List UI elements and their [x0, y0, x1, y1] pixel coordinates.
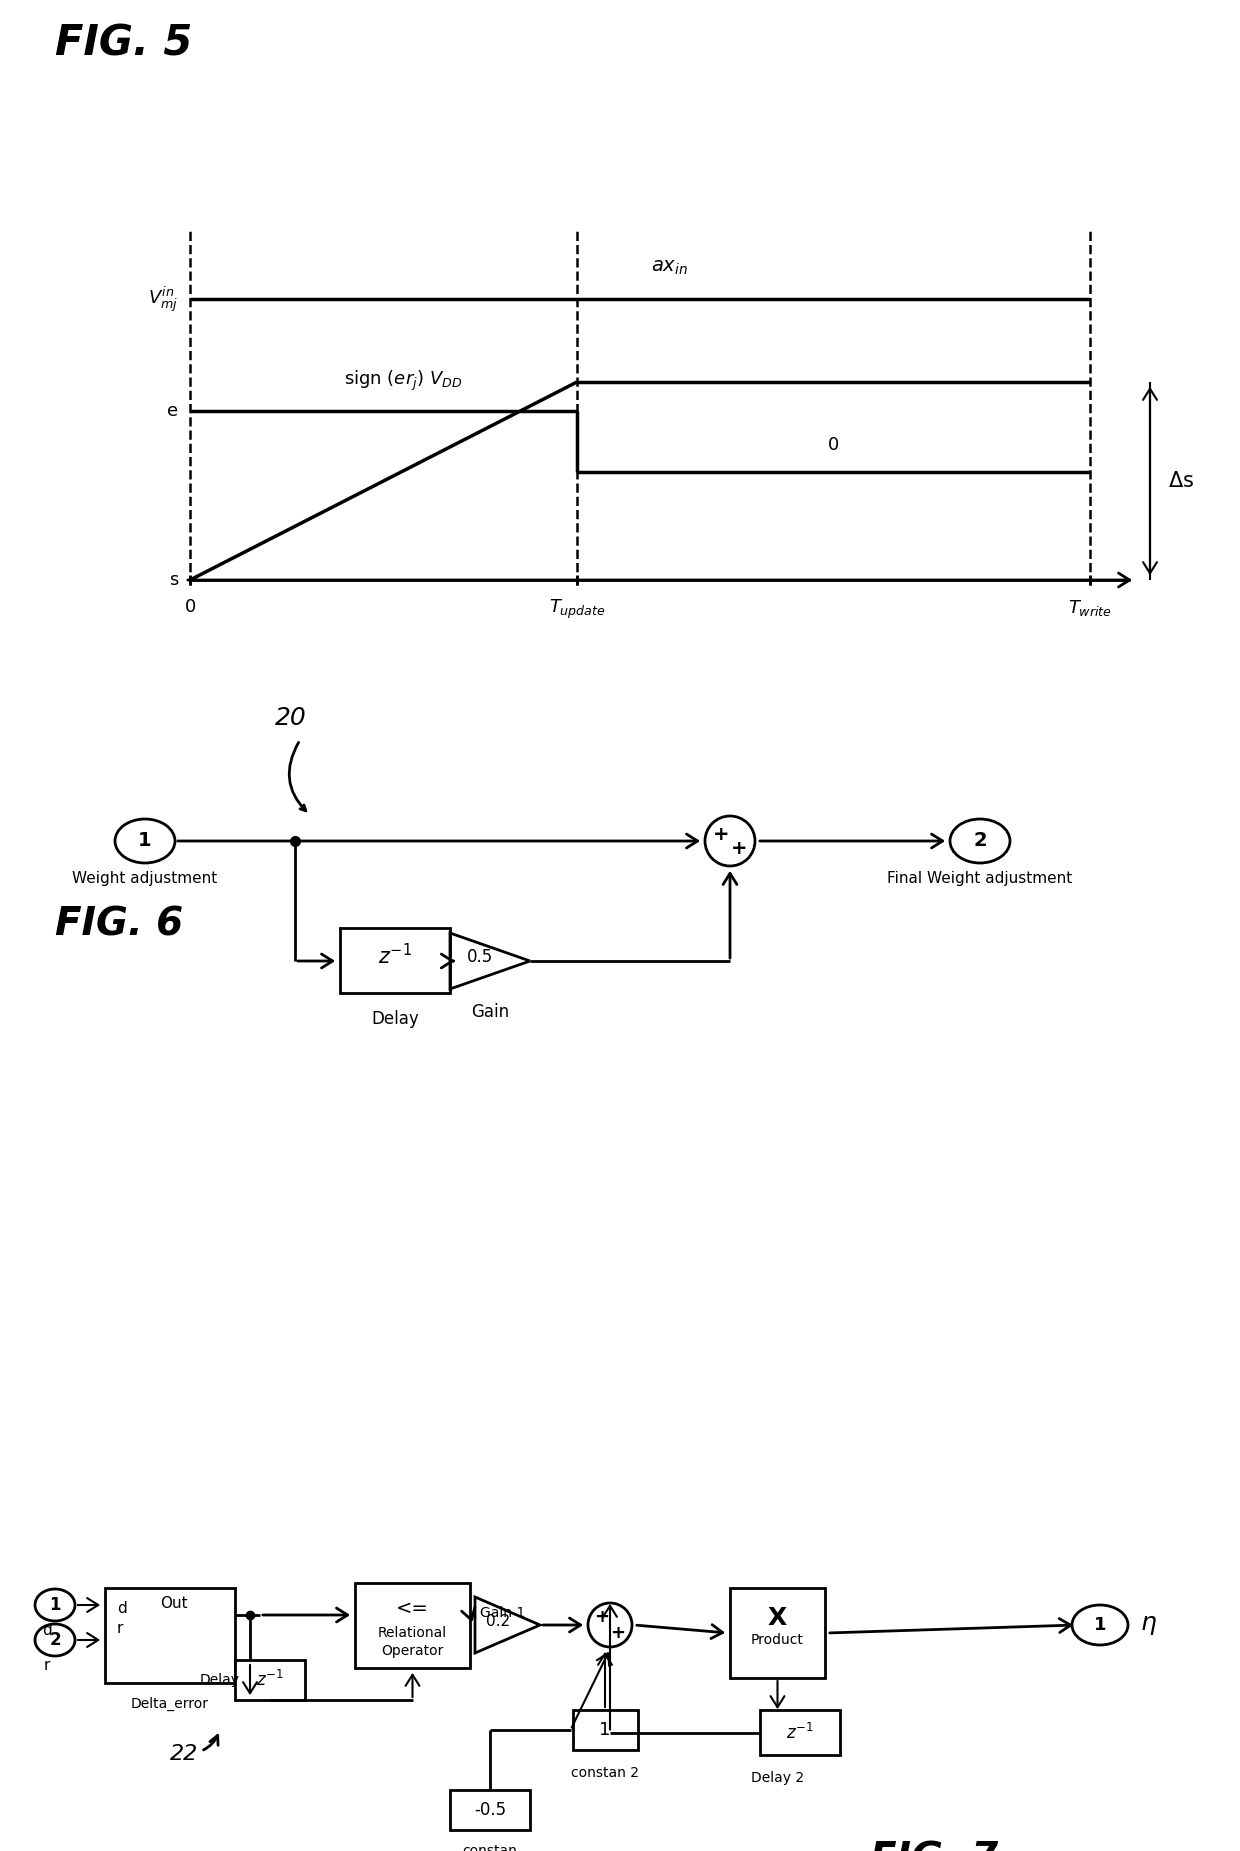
Text: 0.2: 0.2 — [486, 1614, 510, 1629]
Bar — [236, 1660, 305, 1699]
Text: $T_{write}$: $T_{write}$ — [1068, 598, 1112, 618]
Text: Gain: Gain — [471, 1003, 510, 1022]
Bar — [760, 1710, 839, 1755]
Text: $\Delta$s: $\Delta$s — [1168, 470, 1194, 491]
Text: 0: 0 — [828, 437, 839, 453]
Text: Operator: Operator — [382, 1644, 444, 1658]
Text: r: r — [43, 1658, 50, 1673]
Text: 20: 20 — [275, 705, 306, 729]
Text: 1: 1 — [50, 1596, 61, 1614]
Text: FIG. 6: FIG. 6 — [55, 905, 184, 944]
Text: $z^{-1}$: $z^{-1}$ — [378, 944, 412, 968]
Text: Delta_error: Delta_error — [131, 1697, 210, 1710]
Bar — [573, 1710, 637, 1749]
Text: Out: Out — [160, 1596, 187, 1610]
Bar — [105, 1588, 236, 1683]
Text: constan 2: constan 2 — [570, 1766, 639, 1781]
Text: +: + — [610, 1623, 625, 1642]
Text: 1: 1 — [1094, 1616, 1106, 1634]
Text: 1: 1 — [599, 1721, 610, 1738]
Text: r: r — [117, 1620, 123, 1636]
Bar — [450, 1790, 529, 1831]
Text: FIG. 5: FIG. 5 — [55, 22, 192, 65]
Text: 0.5: 0.5 — [467, 948, 494, 966]
Text: Final Weight adjustment: Final Weight adjustment — [888, 872, 1073, 887]
Text: Product: Product — [751, 1633, 804, 1647]
Text: +: + — [730, 839, 748, 857]
Text: +: + — [713, 824, 729, 844]
Text: Delay 2: Delay 2 — [751, 1771, 804, 1784]
Text: s: s — [169, 570, 179, 589]
Text: 22: 22 — [170, 1736, 218, 1764]
Text: $\eta$: $\eta$ — [1140, 1612, 1157, 1636]
Bar — [730, 1588, 825, 1679]
Bar — [355, 1583, 470, 1668]
Text: e: e — [167, 402, 179, 420]
Text: d: d — [117, 1601, 126, 1616]
Text: 0: 0 — [185, 598, 196, 616]
Text: $T_{update}$: $T_{update}$ — [548, 598, 605, 622]
Text: X: X — [768, 1607, 787, 1631]
Text: $z^{-1}$: $z^{-1}$ — [786, 1723, 813, 1742]
Text: $V_{mj}^{in}$: $V_{mj}^{in}$ — [148, 285, 179, 315]
Text: sign $(er_j)$ $V_{DD}$: sign $(er_j)$ $V_{DD}$ — [345, 368, 463, 392]
Text: Gain 1: Gain 1 — [480, 1607, 526, 1620]
Text: 1: 1 — [138, 831, 151, 850]
Text: d: d — [42, 1623, 52, 1638]
Text: Delay: Delay — [200, 1673, 241, 1686]
Text: constan: constan — [463, 1844, 517, 1851]
Text: +: + — [594, 1609, 610, 1625]
Bar — [340, 929, 450, 994]
Text: 2: 2 — [50, 1631, 61, 1649]
Text: 2: 2 — [973, 831, 987, 850]
Text: -0.5: -0.5 — [474, 1801, 506, 1820]
Text: Relational: Relational — [378, 1625, 448, 1640]
Text: Delay: Delay — [371, 1009, 419, 1027]
Text: $ax_{in}$: $ax_{in}$ — [651, 257, 688, 278]
Text: FIG. 7: FIG. 7 — [870, 1840, 998, 1851]
Text: Weight adjustment: Weight adjustment — [72, 872, 218, 887]
Text: <=: <= — [396, 1599, 429, 1618]
Text: $z^{-1}$: $z^{-1}$ — [257, 1670, 284, 1690]
